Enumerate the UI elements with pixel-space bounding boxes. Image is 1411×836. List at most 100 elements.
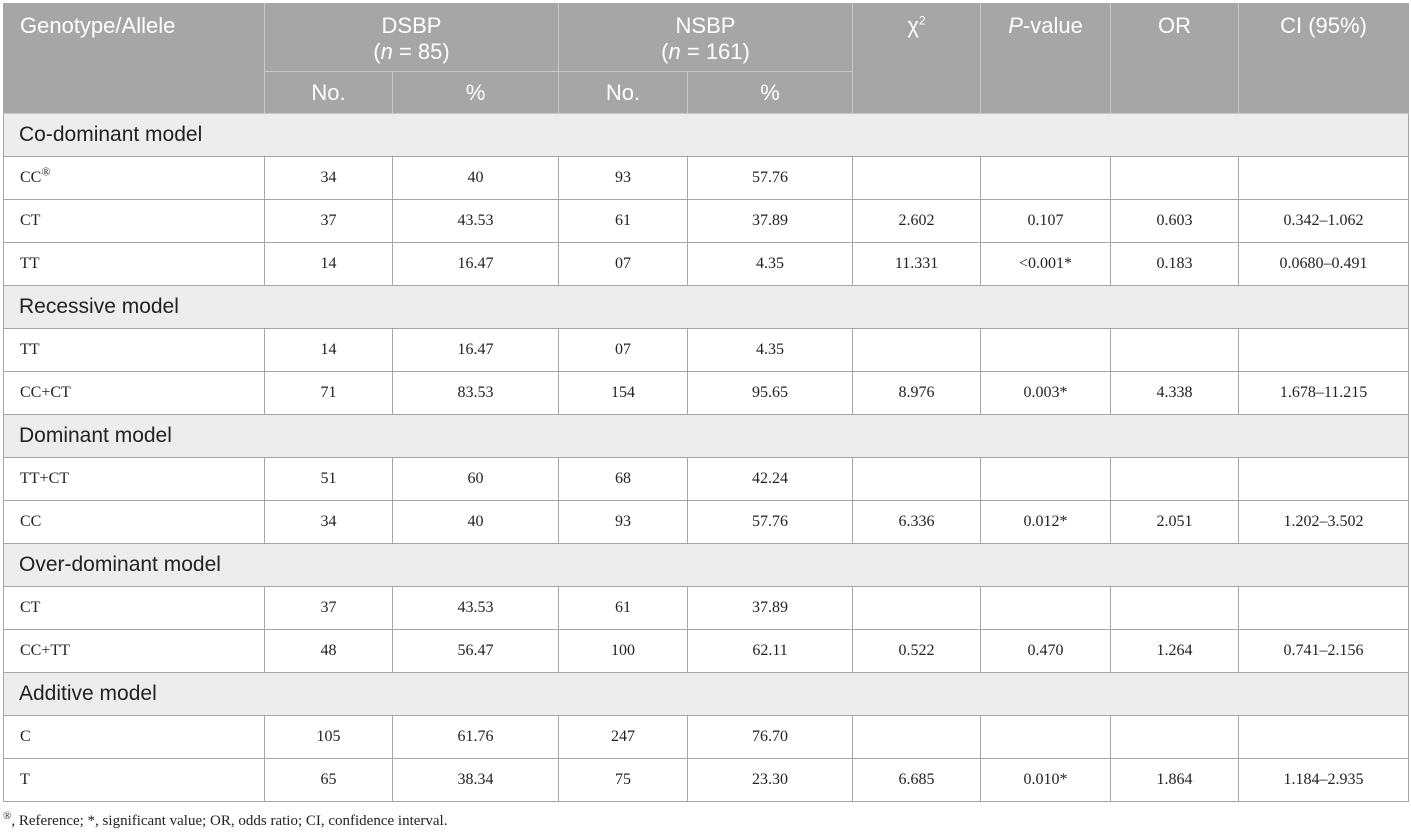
table-row: CT 37 43.53 61 37.89 [3,586,1410,630]
row-label: CT [3,199,265,243]
section-row: Over-dominant model [2,543,1410,587]
cell-dsbp-no: 71 [264,371,393,415]
cell-ci: 0.0680–0.491 [1238,242,1410,286]
row-label: TT+CT [3,457,265,501]
genotype-label: C [20,728,31,745]
cell-ci: 1.184–2.935 [1238,758,1410,802]
reference-marker: ® [41,164,51,179]
section-row: Dominant model [2,414,1410,458]
table-row: CC+CT 71 83.53 154 95.65 8.976 0.003* 4.338 1.67… [3,371,1410,415]
cell-chi2: 8.976 [852,371,982,415]
cell-dsbp-pct: 40 [391,156,560,200]
cell-dsbp-pct: 43.53 [391,586,560,630]
table-row: TT 14 16.47 07 4.35 [3,328,1410,372]
table-row: C 105 61.76 247 76.70 [3,715,1410,759]
cell-dsbp-pct: 60 [391,457,560,501]
row-label: CC+TT [3,629,265,673]
cell-nsbp-no: 247 [558,715,689,759]
genotype-label: TT [20,341,40,358]
section-title: Co-dominant model [2,113,1410,157]
genotype-label: TT [20,255,40,272]
row-label: CT [3,586,265,630]
cell-nsbp-pct: 23.30 [687,758,854,802]
cell-chi2 [852,457,982,501]
cell-p [980,457,1112,501]
cell-nsbp-no: 93 [558,500,689,544]
cell-nsbp-no: 93 [558,156,689,200]
cell-nsbp-no: 07 [558,242,689,286]
cell-nsbp-pct: 57.76 [687,156,854,200]
section-row: Additive model [2,672,1410,716]
cell-chi2 [852,586,982,630]
cell-nsbp-no: 75 [558,758,689,802]
cell-dsbp-no: 37 [264,586,393,630]
cell-chi2: 2.602 [852,199,982,243]
cell-chi2 [852,156,982,200]
cell-ci [1238,328,1410,372]
cell-nsbp-no: 61 [558,199,689,243]
cell-p [980,328,1112,372]
table-row: CC 34 40 93 57.76 6.336 0.012* 2.051 1.202–3.502 [3,500,1410,544]
table-row: CC® 34 40 93 57.76 [3,156,1410,200]
cell-dsbp-pct: 40 [391,500,560,544]
genotype-label: T [20,771,30,788]
cell-or [1110,586,1240,630]
cell-p: <0.001* [980,242,1112,286]
cell-nsbp-no: 61 [558,586,689,630]
cell-dsbp-no: 14 [264,242,393,286]
genotype-label: CC [20,513,42,530]
cell-nsbp-no: 68 [558,457,689,501]
section-row: Recessive model [2,285,1410,329]
table-body: Co-dominant model CC® 34 40 93 57.76 CT 37 43.53… [2,113,1410,802]
table-row: CT 37 43.53 61 37.89 2.602 0.107 0.603 0.342–1.0… [3,199,1410,243]
table-header: Genotype/Allele DSBP (n = 85) NSBP (n = … [3,3,1410,114]
section-title: Dominant model [2,414,1410,458]
header-dsbp: DSBP (n = 85) [263,3,560,72]
row-label: TT [3,242,265,286]
cell-nsbp-pct: 4.35 [687,242,854,286]
table-row: CC+TT 48 56.47 100 62.11 0.522 0.470 1.264 0.741… [3,629,1410,673]
cell-dsbp-pct: 16.47 [391,328,560,372]
header-dsbp-n: (n = 85) [373,39,450,64]
cell-chi2 [852,715,982,759]
header-ci: CI (95%) [1238,3,1410,114]
table-row: TT+CT 51 60 68 42.24 [3,457,1410,501]
cell-dsbp-no: 105 [264,715,393,759]
header-p-value: P-value [980,3,1112,114]
genotype-association-table: Genotype/Allele DSBP (n = 85) NSBP (n = … [2,3,1410,802]
cell-p [980,586,1112,630]
section-row: Co-dominant model [2,113,1410,157]
row-label: CC® [3,156,265,200]
cell-chi2 [852,328,982,372]
genotype-label: CC+CT [20,384,71,401]
cell-ci: 1.202–3.502 [1238,500,1410,544]
cell-or: 1.864 [1110,758,1240,802]
row-label: CC+CT [3,371,265,415]
header-nsbp-no: No. [558,71,689,114]
header-dsbp-pct: % [391,71,560,114]
genotype-label: CC+TT [20,642,70,659]
genotype-label: TT+CT [20,470,70,487]
section-title: Additive model [2,672,1410,716]
header-nsbp: NSBP (n = 161) [558,3,854,72]
cell-dsbp-no: 14 [264,328,393,372]
cell-or: 0.603 [1110,199,1240,243]
genotype-label: CC [20,169,42,186]
cell-chi2: 11.331 [852,242,982,286]
header-chi-square: χ2 [852,3,982,114]
cell-dsbp-no: 34 [264,156,393,200]
table-row: T 65 38.34 75 23.30 6.685 0.010* 1.864 1.184–2.9… [3,758,1410,802]
cell-ci: 1.678–11.215 [1238,371,1410,415]
table-row: TT 14 16.47 07 4.35 11.331 <0.001* 0.183 0.0680–… [3,242,1410,286]
header-nsbp-name: NSBP [675,13,736,38]
header-dsbp-name: DSBP [381,13,442,38]
cell-or [1110,156,1240,200]
header-nsbp-pct: % [687,71,854,114]
cell-nsbp-pct: 95.65 [687,371,854,415]
cell-dsbp-pct: 83.53 [391,371,560,415]
cell-p: 0.003* [980,371,1112,415]
cell-or [1110,328,1240,372]
cell-or: 1.264 [1110,629,1240,673]
cell-dsbp-pct: 38.34 [391,758,560,802]
cell-nsbp-pct: 42.24 [687,457,854,501]
